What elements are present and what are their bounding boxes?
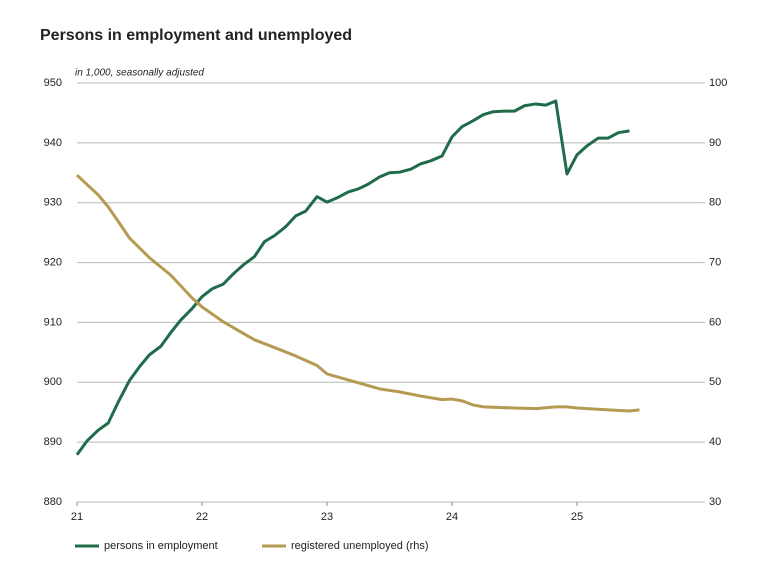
y2-tick-label: 100 (709, 77, 727, 89)
y2-tick-label: 30 (709, 496, 721, 508)
y-tick-label: 930 (44, 197, 62, 209)
y2-tick-label: 80 (709, 197, 721, 209)
y-tick-label: 880 (44, 496, 62, 508)
y2-tick-label: 90 (709, 137, 721, 149)
y2-tick-label: 40 (709, 436, 721, 448)
y2-tick-label: 50 (709, 376, 721, 388)
y-tick-label: 940 (44, 137, 62, 149)
legend-label: persons in employment (104, 540, 218, 552)
series-line (75, 174, 640, 413)
y-tick-label: 890 (44, 436, 62, 448)
x-tick-label: 22 (196, 511, 208, 523)
y2-tick-label: 60 (709, 316, 721, 328)
x-tick-label: 21 (71, 511, 83, 523)
legend-label: registered unemployed (rhs) (291, 540, 429, 552)
series-line (75, 99, 630, 456)
chart-title: Persons in employment and unemployed (40, 27, 352, 44)
x-tick-label: 24 (446, 511, 458, 523)
subtitle: in 1,000, seasonally adjusted (75, 68, 204, 79)
x-tick-label: 25 (571, 511, 583, 523)
y-tick-label: 950 (44, 77, 62, 89)
y-tick-label: 910 (44, 316, 62, 328)
y-tick-label: 920 (44, 256, 62, 268)
x-tick-label: 23 (321, 511, 333, 523)
y-tick-label: 900 (44, 376, 62, 388)
y2-tick-label: 70 (709, 256, 721, 268)
